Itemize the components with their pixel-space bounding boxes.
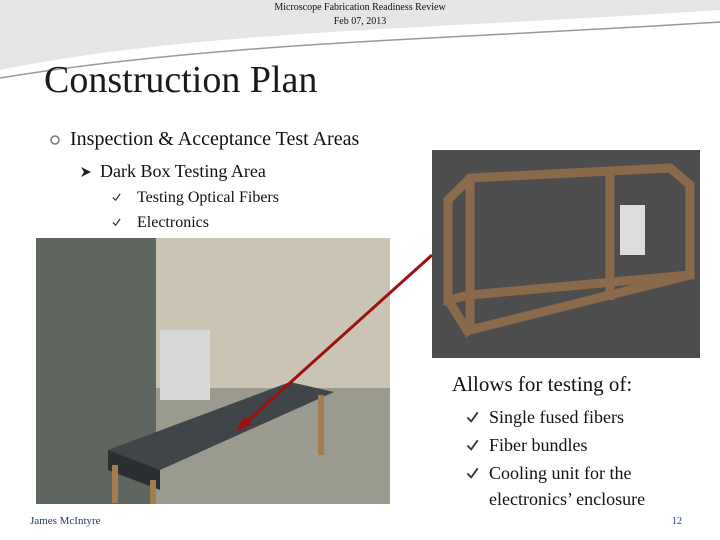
item-row: Electronics — [112, 212, 279, 234]
lab-photo — [36, 238, 390, 504]
item-text: Cooling unit for the electronics’ enclos… — [489, 463, 646, 509]
check-icon — [112, 193, 121, 202]
footer-author: James McIntyre — [30, 515, 101, 527]
sub-items: Testing Optical Fibers Electronics — [112, 187, 279, 238]
bullet-icon — [50, 134, 60, 145]
item-text: Electronics — [137, 214, 209, 232]
bullet-text: Inspection & Acceptance Test Areas — [70, 128, 360, 150]
slide-title: Construction Plan — [44, 59, 318, 101]
item-row: Testing Optical Fibers — [112, 187, 279, 209]
sub-bullet-text: Dark Box Testing Area — [100, 161, 266, 181]
dark-box-render — [432, 150, 700, 358]
header-line — [0, 21, 720, 79]
caption: Allows for testing of: — [452, 372, 633, 396]
header-swoosh — [0, 0, 720, 70]
item-row: Single fused fibers — [466, 405, 696, 430]
item-row: Fiber bundles — [466, 433, 696, 458]
items: Single fused fibers Fiber bundles Cooling … — [466, 405, 696, 515]
page-number: 12 — [672, 516, 682, 527]
check-icon — [466, 411, 479, 423]
check-icon — [466, 468, 479, 480]
check-icon — [112, 218, 121, 227]
bullet-row: Inspection & Acceptance Test Areas — [48, 128, 359, 151]
header-line1: Microscope Fabrication Readiness Review — [274, 2, 446, 13]
item-text: Testing Optical Fibers — [137, 189, 279, 206]
item-row: Cooling unit for the electronics’ enclos… — [466, 461, 696, 511]
item-text: Single fused fibers — [489, 407, 624, 427]
arrow-head — [236, 416, 252, 432]
arrow — [240, 253, 434, 428]
arrow-bullet — [81, 166, 91, 177]
sub-bullet-row: Dark Box Testing Area — [80, 161, 266, 182]
item-text: Fiber bundles — [489, 435, 588, 456]
check-icon — [466, 439, 479, 451]
header-line2: Feb 07, 2013 — [333, 16, 387, 27]
